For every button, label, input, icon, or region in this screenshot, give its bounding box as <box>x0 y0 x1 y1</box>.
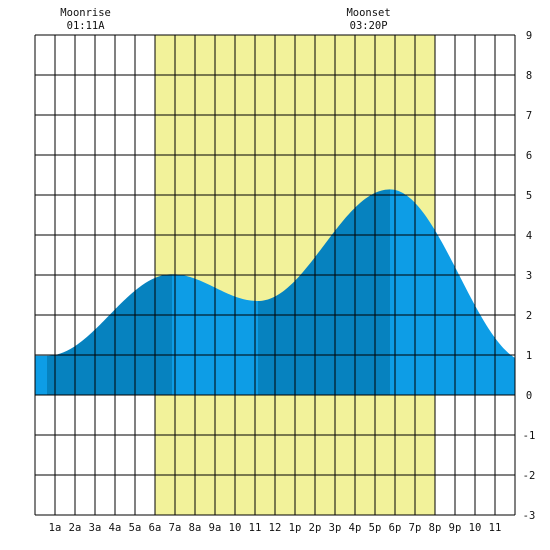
tide-segment-4 <box>258 189 390 395</box>
x-tick-label: 5p <box>369 522 382 534</box>
y-tick-label: 8 <box>526 70 532 82</box>
x-tick-label: 3p <box>329 522 342 534</box>
x-tick-label: 4p <box>349 522 362 534</box>
y-tick-label: -1 <box>523 430 536 442</box>
moonset-label: Moonset <box>346 7 390 19</box>
x-tick-label: 8a <box>189 522 202 534</box>
x-tick-label: 9a <box>209 522 222 534</box>
y-tick-label: 7 <box>526 110 532 122</box>
y-tick-label: -3 <box>523 510 536 522</box>
y-tick-label: 4 <box>526 230 532 242</box>
y-tick-label: 3 <box>526 270 532 282</box>
moonrise-time: 01:11A <box>67 20 106 32</box>
x-tick-label: 7p <box>409 522 422 534</box>
tide-area-layer <box>35 189 515 395</box>
x-tick-label: 6a <box>149 522 162 534</box>
x-tick-label: 11 <box>489 522 502 534</box>
y-tick-label: 2 <box>526 310 532 322</box>
x-tick-label: 9p <box>449 522 462 534</box>
tide-segment-1 <box>35 355 47 395</box>
x-tick-label: 10 <box>469 522 482 534</box>
moonset-time: 03:20P <box>350 20 388 32</box>
moonrise-label: Moonrise <box>60 7 111 19</box>
x-tick-label: 10 <box>229 522 242 534</box>
x-tick-label: 2a <box>69 522 82 534</box>
x-tick-label: 8p <box>429 522 442 534</box>
x-tick-label: 1a <box>49 522 62 534</box>
x-tick-label: 3a <box>89 522 102 534</box>
x-tick-label: 5a <box>129 522 142 534</box>
x-tick-label: 11 <box>249 522 262 534</box>
tide-segment-2 <box>47 274 172 395</box>
x-tick-label: 1p <box>289 522 302 534</box>
y-tick-label: 9 <box>526 30 532 42</box>
x-tick-label: 12 <box>269 522 282 534</box>
y-tick-label: 0 <box>526 390 532 402</box>
x-tick-label: 7a <box>169 522 182 534</box>
y-tick-label: 1 <box>526 350 532 362</box>
label-layer: 1a 2a 3a 4a 5a 6a 7a 8a 9a 10 11 12 1p 2p 3p 4p 5p 6p 7p 8p… <box>49 7 536 534</box>
y-tick-label: 6 <box>526 150 532 162</box>
x-tick-label: 6p <box>389 522 402 534</box>
y-tick-label: -2 <box>523 470 536 482</box>
y-tick-label: 5 <box>526 190 532 202</box>
x-tick-label: 4a <box>109 522 122 534</box>
x-tick-label: 2p <box>309 522 322 534</box>
grid-layer <box>34 34 516 516</box>
tide-segment-5 <box>390 189 515 395</box>
